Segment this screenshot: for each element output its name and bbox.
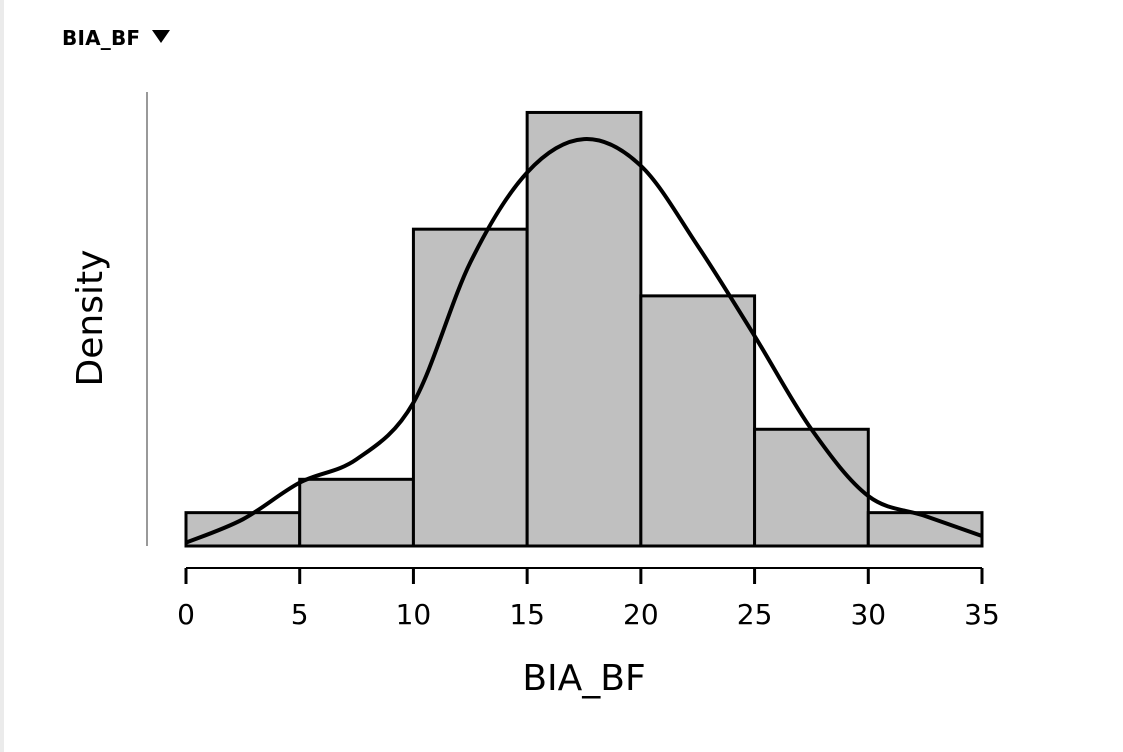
histogram-bar	[525, 110, 643, 548]
histogram-bar	[753, 427, 870, 548]
plot-title: BIA_BF	[62, 26, 141, 50]
x-tick-label: 25	[737, 598, 773, 631]
x-tick-label: 5	[291, 598, 309, 631]
variable-title-dropdown[interactable]: BIA_BF	[62, 26, 171, 50]
x-axis: 0 5 10 15 20 25 30 35	[177, 567, 1000, 631]
x-tick-label: 20	[623, 598, 659, 631]
x-tick-label: 15	[509, 598, 545, 631]
triangle-down-icon[interactable]	[152, 29, 171, 43]
left-border-strip	[0, 0, 4, 752]
y-axis-title: Density	[70, 250, 111, 387]
x-tick-label: 35	[964, 598, 1000, 631]
density-curve	[185, 137, 983, 545]
histogram-bar	[184, 511, 302, 548]
x-tick-label: 10	[396, 598, 432, 631]
x-tick-label: 30	[850, 598, 886, 631]
histogram-bar	[298, 477, 415, 548]
histogram-bar	[639, 294, 757, 548]
histogram-bars	[184, 110, 984, 548]
x-axis-title: BIA_BF	[522, 658, 645, 699]
histogram-bar	[411, 227, 529, 548]
x-tick-label: 0	[177, 598, 195, 631]
